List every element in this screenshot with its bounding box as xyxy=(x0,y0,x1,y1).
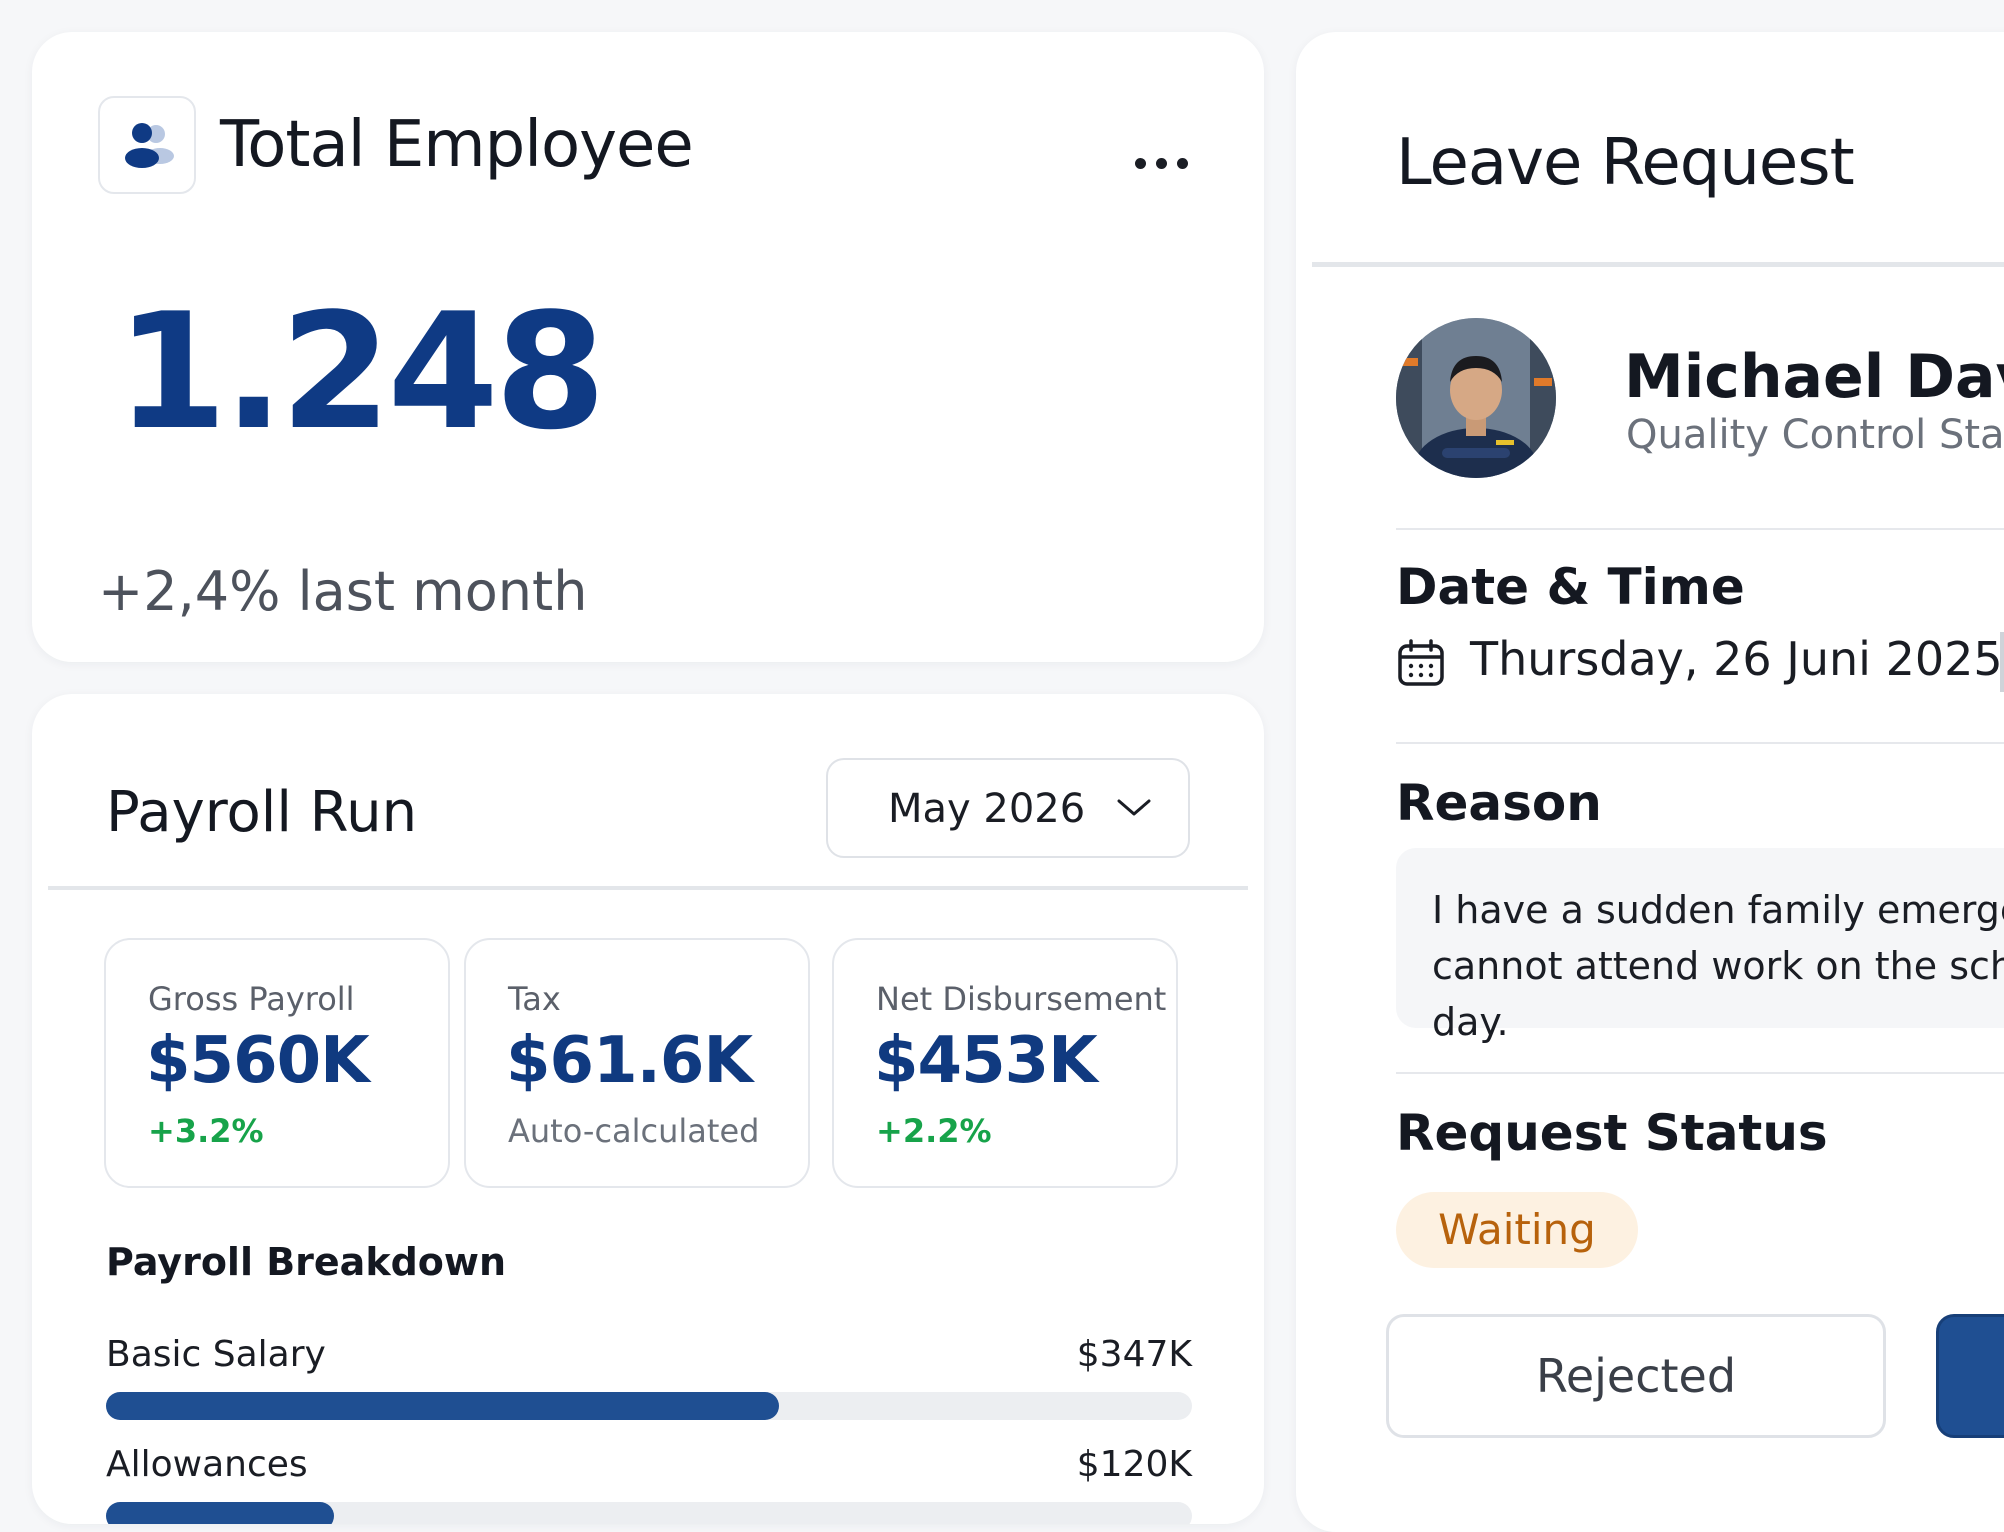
avatar xyxy=(1396,318,1556,478)
leave-request-title: Leave Request xyxy=(1396,126,1855,200)
employee-role: Quality Control Staff xyxy=(1626,412,2004,458)
stat-change: +2.2% xyxy=(876,1112,992,1150)
chevron-down-icon xyxy=(1117,799,1151,816)
gross-payroll-card: Gross Payroll $560K +3.2% xyxy=(104,938,450,1188)
stat-note: Auto-calculated xyxy=(508,1112,760,1150)
breakdown-bar-track xyxy=(106,1392,1192,1420)
calendar-icon xyxy=(1398,639,1444,686)
breakdown-amount: $347K xyxy=(1076,1334,1192,1375)
leave-date: Thursday, 26 Juni 2025 xyxy=(1470,632,2003,686)
breakdown-title: Payroll Breakdown xyxy=(106,1240,507,1284)
stat-change: +3.2% xyxy=(148,1112,264,1150)
date-time-title: Date & Time xyxy=(1396,558,1745,616)
users-icon xyxy=(98,96,196,194)
breakdown-bar-fill xyxy=(106,1502,335,1524)
reason-title: Reason xyxy=(1396,774,1602,832)
breakdown-bar-fill xyxy=(106,1392,780,1420)
leave-request-card: Leave Request Michael David Quality Cont… xyxy=(1296,32,2004,1532)
stat-label: Gross Payroll xyxy=(148,980,355,1018)
stat-label: Net Disbursement xyxy=(876,980,1167,1018)
employee-change: +2,4% last month xyxy=(98,560,588,623)
employee-name: Michael David xyxy=(1624,342,2004,412)
month-select-value: May 2026 xyxy=(888,786,1086,832)
date-separator xyxy=(2000,632,2004,692)
breakdown-bar-track xyxy=(106,1502,1192,1524)
reason-box: I have a sudden family emergency and can… xyxy=(1396,848,2004,1044)
payroll-run-card: Payroll Run May 2026 Gross Payroll $560K… xyxy=(32,694,1264,1524)
approve-button[interactable] xyxy=(1936,1314,2004,1438)
stat-value: $453K xyxy=(874,1024,1098,1098)
net-disbursement-card: Net Disbursement $453K +2.2% xyxy=(832,938,1178,1188)
payroll-title: Payroll Run xyxy=(106,780,418,845)
status-badge: Waiting xyxy=(1396,1192,1638,1268)
total-employee-card: Total Employee 1.248 +2,4% last month xyxy=(32,32,1264,662)
month-select[interactable]: May 2026 xyxy=(826,758,1190,858)
payroll-divider xyxy=(48,886,1248,890)
breakdown-name: Allowances xyxy=(106,1444,308,1485)
stat-value: $560K xyxy=(146,1024,370,1098)
stat-label: Tax xyxy=(508,980,561,1018)
section-divider xyxy=(1396,528,2004,530)
reason-text: I have a sudden family emergency and can… xyxy=(1432,888,2004,1044)
request-status-title: Request Status xyxy=(1396,1104,1828,1162)
more-options-icon[interactable] xyxy=(1125,154,1188,173)
reject-button[interactable]: Rejected xyxy=(1386,1314,1886,1438)
section-divider xyxy=(1396,1072,2004,1074)
total-employee-title: Total Employee xyxy=(220,108,694,182)
employee-count: 1.248 xyxy=(116,278,606,465)
tax-card: Tax $61.6K Auto-calculated xyxy=(464,938,810,1188)
stat-value: $61.6K xyxy=(506,1024,753,1098)
leave-divider xyxy=(1312,262,2004,267)
breakdown-name: Basic Salary xyxy=(106,1334,326,1375)
breakdown-amount: $120K xyxy=(1076,1444,1192,1485)
section-divider xyxy=(1396,742,2004,744)
